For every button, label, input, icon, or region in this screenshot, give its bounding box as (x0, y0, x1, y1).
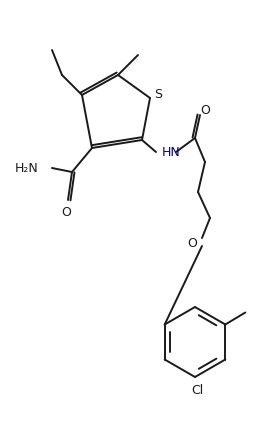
Text: S: S (154, 87, 162, 101)
Text: O: O (187, 237, 197, 250)
Text: H₂N: H₂N (14, 161, 38, 175)
Text: O: O (200, 104, 210, 116)
Text: HN: HN (162, 146, 181, 158)
Text: O: O (61, 205, 71, 219)
Text: Cl: Cl (191, 384, 203, 398)
